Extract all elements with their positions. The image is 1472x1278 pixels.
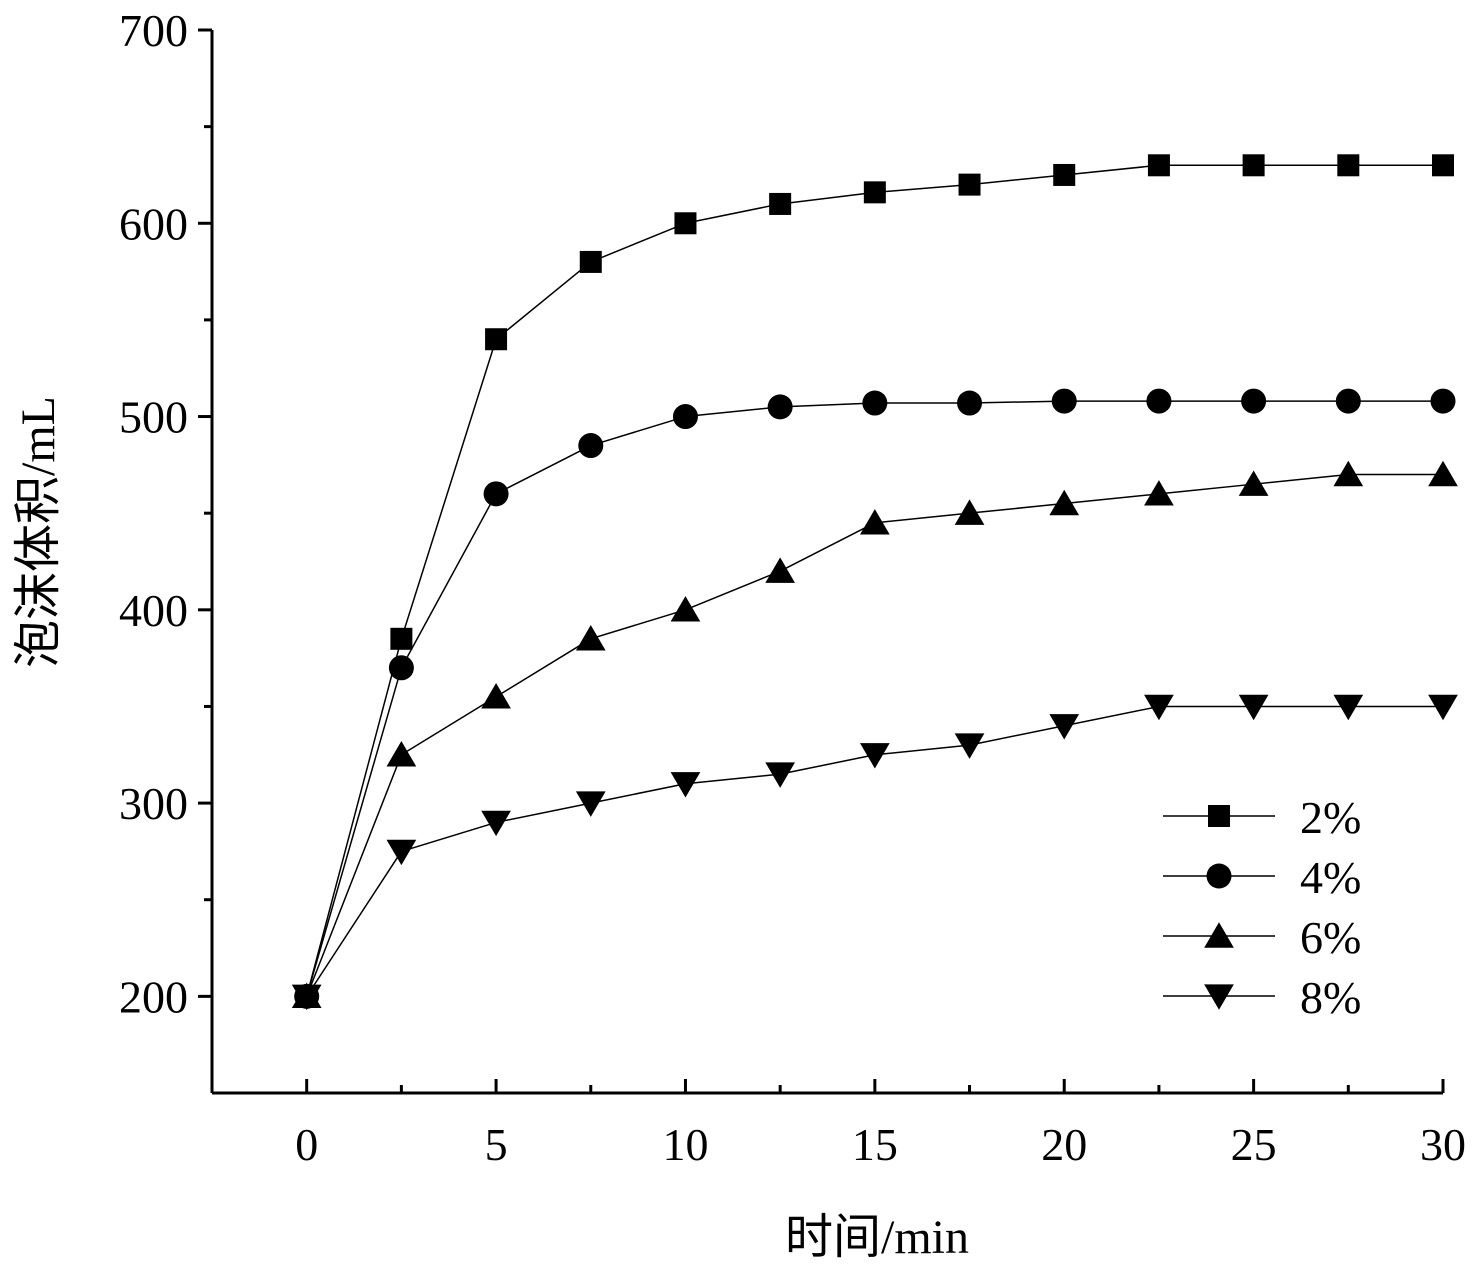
data-point [765,762,796,788]
data-point [672,404,698,430]
x-tick-label: 25 [1231,1119,1277,1170]
data-point [1147,154,1170,177]
data-point [1333,460,1364,487]
data-point [767,394,793,420]
data-point [954,499,985,525]
y-tick-label: 700 [119,5,188,56]
legend: 2% 4% 6% 8% [1163,792,1361,1023]
data-point [1144,694,1174,721]
legend-label: 6% [1300,912,1361,963]
data-point [670,772,701,798]
x-tick-label: 20 [1041,1119,1087,1170]
legend-item: 4% [1163,852,1361,903]
x-tick-label: 30 [1420,1119,1466,1170]
data-point [579,250,602,273]
data-point [765,557,796,583]
data-point [1335,388,1361,414]
data-point [1428,460,1458,487]
legend-marker [1204,984,1234,1010]
data-point [1146,388,1172,414]
data-point [674,212,697,235]
data-point [575,625,606,651]
data-point [485,328,508,351]
data-point [1337,154,1360,177]
legend-label: 2% [1300,792,1361,843]
data-point [1428,694,1458,721]
data-point [578,433,604,459]
data-point [483,481,509,507]
legend-marker [1204,922,1234,948]
data-point [386,839,417,866]
data-point [575,791,606,817]
x-axis-title: 时间/min [785,1211,969,1264]
legend-marker [1206,863,1232,889]
data-point [390,627,413,650]
data-point [1144,480,1174,506]
legend-label: 8% [1300,972,1361,1023]
data-point [388,655,414,681]
y-tick-label: 200 [119,971,188,1022]
data-point [670,596,701,622]
x-tick-label: 10 [662,1119,708,1170]
y-tick-label: 400 [119,585,188,636]
y-axis-title: 泡沫体积/mL [12,396,65,668]
data-point [1049,714,1080,740]
data-point [862,390,888,416]
data-point [1333,694,1364,721]
series-line [305,473,1443,997]
series-layer [291,154,1458,1011]
data-point [1049,489,1080,516]
data-point [957,390,983,416]
data-point [1430,388,1456,414]
axes: 200 300 400 500 600 700 0 5 10 15 20 25 30 时间/min 泡沫体积… [12,5,1466,1264]
data-point [1053,163,1076,186]
legend-marker [1208,805,1230,827]
y-tick-label: 300 [119,778,188,829]
legend-item: 8% [1163,972,1361,1023]
data-point [1051,388,1077,414]
data-point [481,810,511,837]
data-point [386,741,417,767]
data-point [769,192,792,215]
x-tick-label: 0 [295,1119,318,1170]
legend-item: 2% [1163,792,1361,843]
data-point [1242,154,1265,177]
series-3 [291,460,1458,1009]
legend-label: 4% [1300,852,1361,903]
series-4 [291,694,1458,1011]
data-point [1432,154,1454,177]
data-point [291,984,322,1011]
data-point [1238,470,1269,496]
x-tick-label: 5 [485,1119,508,1170]
series-line [305,164,1443,997]
data-point [859,509,890,535]
data-point [1238,694,1269,721]
y-tick-label: 500 [119,392,188,443]
x-tick-label: 15 [852,1119,898,1170]
data-point [958,173,981,196]
legend-item: 6% [1163,912,1361,963]
data-point [481,683,511,709]
data-point [1241,388,1267,414]
data-point [859,743,890,769]
series-line [305,400,1443,997]
series-1 [295,154,1454,1008]
data-point [954,733,985,759]
data-point [863,181,886,204]
y-tick-label: 600 [119,198,188,249]
